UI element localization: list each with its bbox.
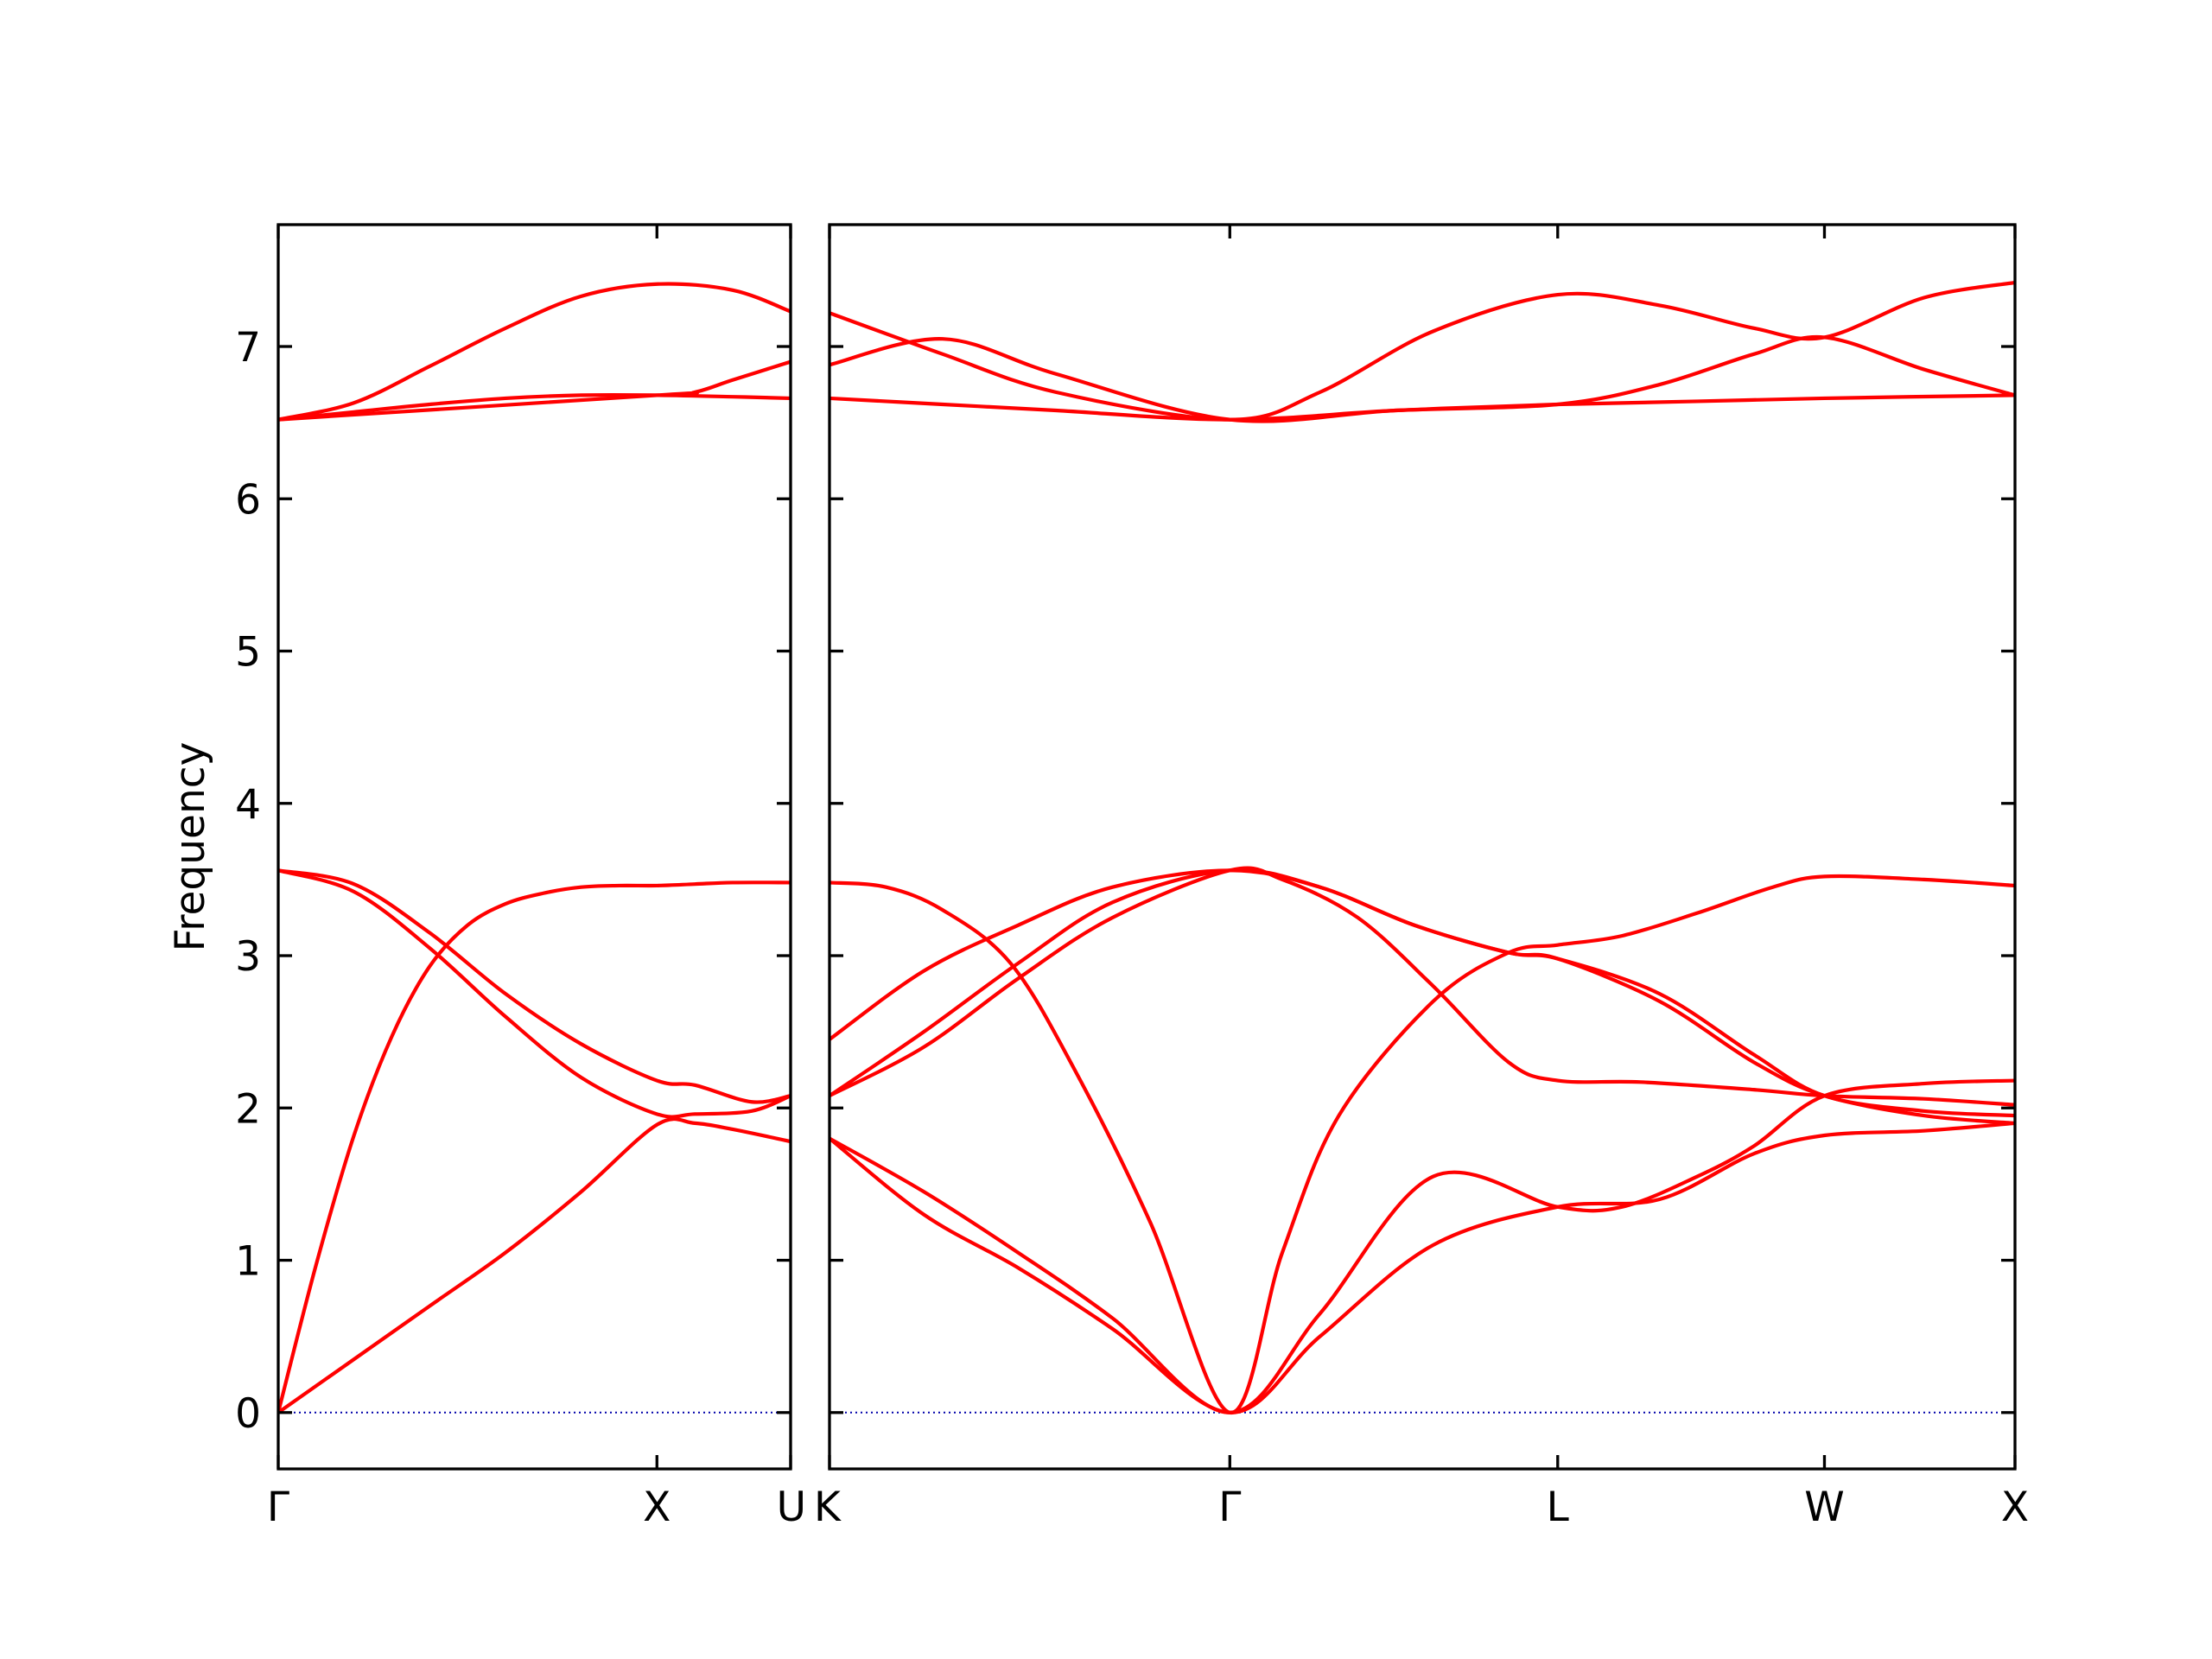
band-optic-high-1 xyxy=(830,334,2015,423)
panel-frame xyxy=(828,223,2017,1471)
x-tick-label: U xyxy=(777,1484,806,1531)
band-optic-high-1 xyxy=(278,392,791,422)
y-tick-label: 7 xyxy=(235,324,261,372)
band-acoustic-1 xyxy=(830,1121,2015,1414)
band-optic-low xyxy=(278,868,791,1104)
y-axis-label: Frequency xyxy=(167,742,214,952)
band-acoustic-1 xyxy=(278,1116,791,1414)
y-tick-label: 2 xyxy=(235,1085,261,1133)
panel-gamma-x-u: 0 1 2 3 4 5 6 7 Γ X U xyxy=(235,223,806,1531)
band-optic-mid xyxy=(278,359,791,422)
band-acoustic-3 xyxy=(278,868,791,1119)
band-optic-low-2 xyxy=(830,868,2015,1118)
band-acoustic-2 xyxy=(830,1078,2015,1414)
band-optic-low-1 xyxy=(830,866,2015,1107)
band-optic-high-2 xyxy=(830,280,2015,422)
band-optic-mid xyxy=(830,393,2015,422)
y-tick-label: 4 xyxy=(235,781,261,829)
panel-frame xyxy=(276,223,792,1471)
x-tick-label: W xyxy=(1804,1484,1844,1531)
x-tick-label: Γ xyxy=(267,1484,289,1531)
x-tick-label: X xyxy=(643,1484,671,1531)
band-acoustic-3 xyxy=(830,874,2015,1414)
band-acoustic-2 xyxy=(278,880,791,1414)
y-tick-label: 5 xyxy=(235,629,261,677)
x-tick-label: X xyxy=(2001,1484,2029,1531)
band-optic-low-3 xyxy=(830,868,2015,1125)
y-tick-label: 0 xyxy=(235,1390,261,1438)
band-optic-high-2 xyxy=(278,282,791,422)
y-tick-label: 3 xyxy=(235,933,261,981)
y-tick-label: 1 xyxy=(235,1238,261,1286)
x-tick-label: K xyxy=(814,1484,842,1531)
x-tick-label: L xyxy=(1547,1484,1569,1531)
x-tick-label: Γ xyxy=(1218,1484,1241,1531)
y-tick-label: 6 xyxy=(235,476,261,524)
